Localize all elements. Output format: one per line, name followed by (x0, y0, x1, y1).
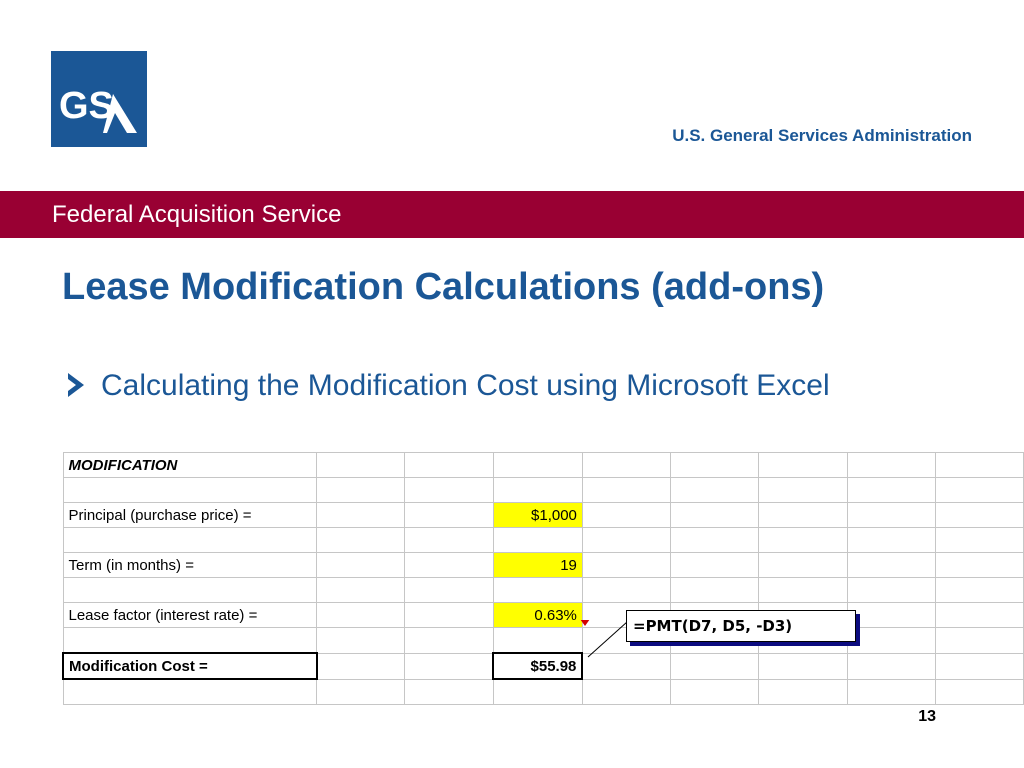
modification-cost-label[interactable]: Modification Cost = (62, 652, 318, 680)
svg-text:GS: GS (59, 85, 114, 127)
excel-spreadsheet: MODIFICATION Principal (purchase price) … (62, 452, 1024, 705)
principal-value[interactable]: $1,000 (492, 502, 583, 528)
agency-name: U.S. General Services Administration (672, 126, 972, 145)
sheet-row-empty (62, 577, 1024, 603)
sheet-header-cell[interactable]: MODIFICATION (62, 452, 318, 478)
sheet-row-empty (62, 678, 1024, 705)
sheet-row-empty (62, 527, 1024, 553)
page-number: 13 (918, 708, 936, 725)
lease-factor-value[interactable]: 0.63% (492, 602, 583, 628)
gsa-logo-mark: GS (51, 51, 147, 147)
service-banner: Federal Acquisition Service (0, 191, 1024, 238)
service-name: Federal Acquisition Service (52, 201, 342, 228)
lease-factor-label[interactable]: Lease factor (interest rate) = (62, 602, 318, 628)
arrow-bullet-icon (68, 373, 84, 397)
callout-pointer (580, 620, 628, 658)
sheet-row-lease-factor: Lease factor (interest rate) = 0.63% (62, 602, 1024, 628)
modification-cost-value[interactable]: $55.98 (492, 652, 584, 680)
sheet-row-modification-cost: Modification Cost = $55.98 (62, 652, 1024, 680)
sheet-row-principal: Principal (purchase price) = $1,000 (62, 502, 1024, 528)
principal-label[interactable]: Principal (purchase price) = (62, 502, 318, 528)
sheet-row-empty (62, 477, 1024, 503)
sheet-row-header: MODIFICATION (62, 452, 1024, 478)
sheet-row-empty (62, 627, 1024, 654)
slide-title: Lease Modification Calculations (add-ons… (62, 266, 825, 308)
gsa-logo: GS (51, 51, 147, 147)
bullet-text: Calculating the Modification Cost using … (101, 369, 830, 402)
formula-callout: =PMT(D7, D5, -D3) (626, 610, 856, 642)
term-label[interactable]: Term (in months) = (62, 552, 318, 578)
sheet-row-term: Term (in months) = 19 (62, 552, 1024, 578)
term-value[interactable]: 19 (492, 552, 583, 578)
